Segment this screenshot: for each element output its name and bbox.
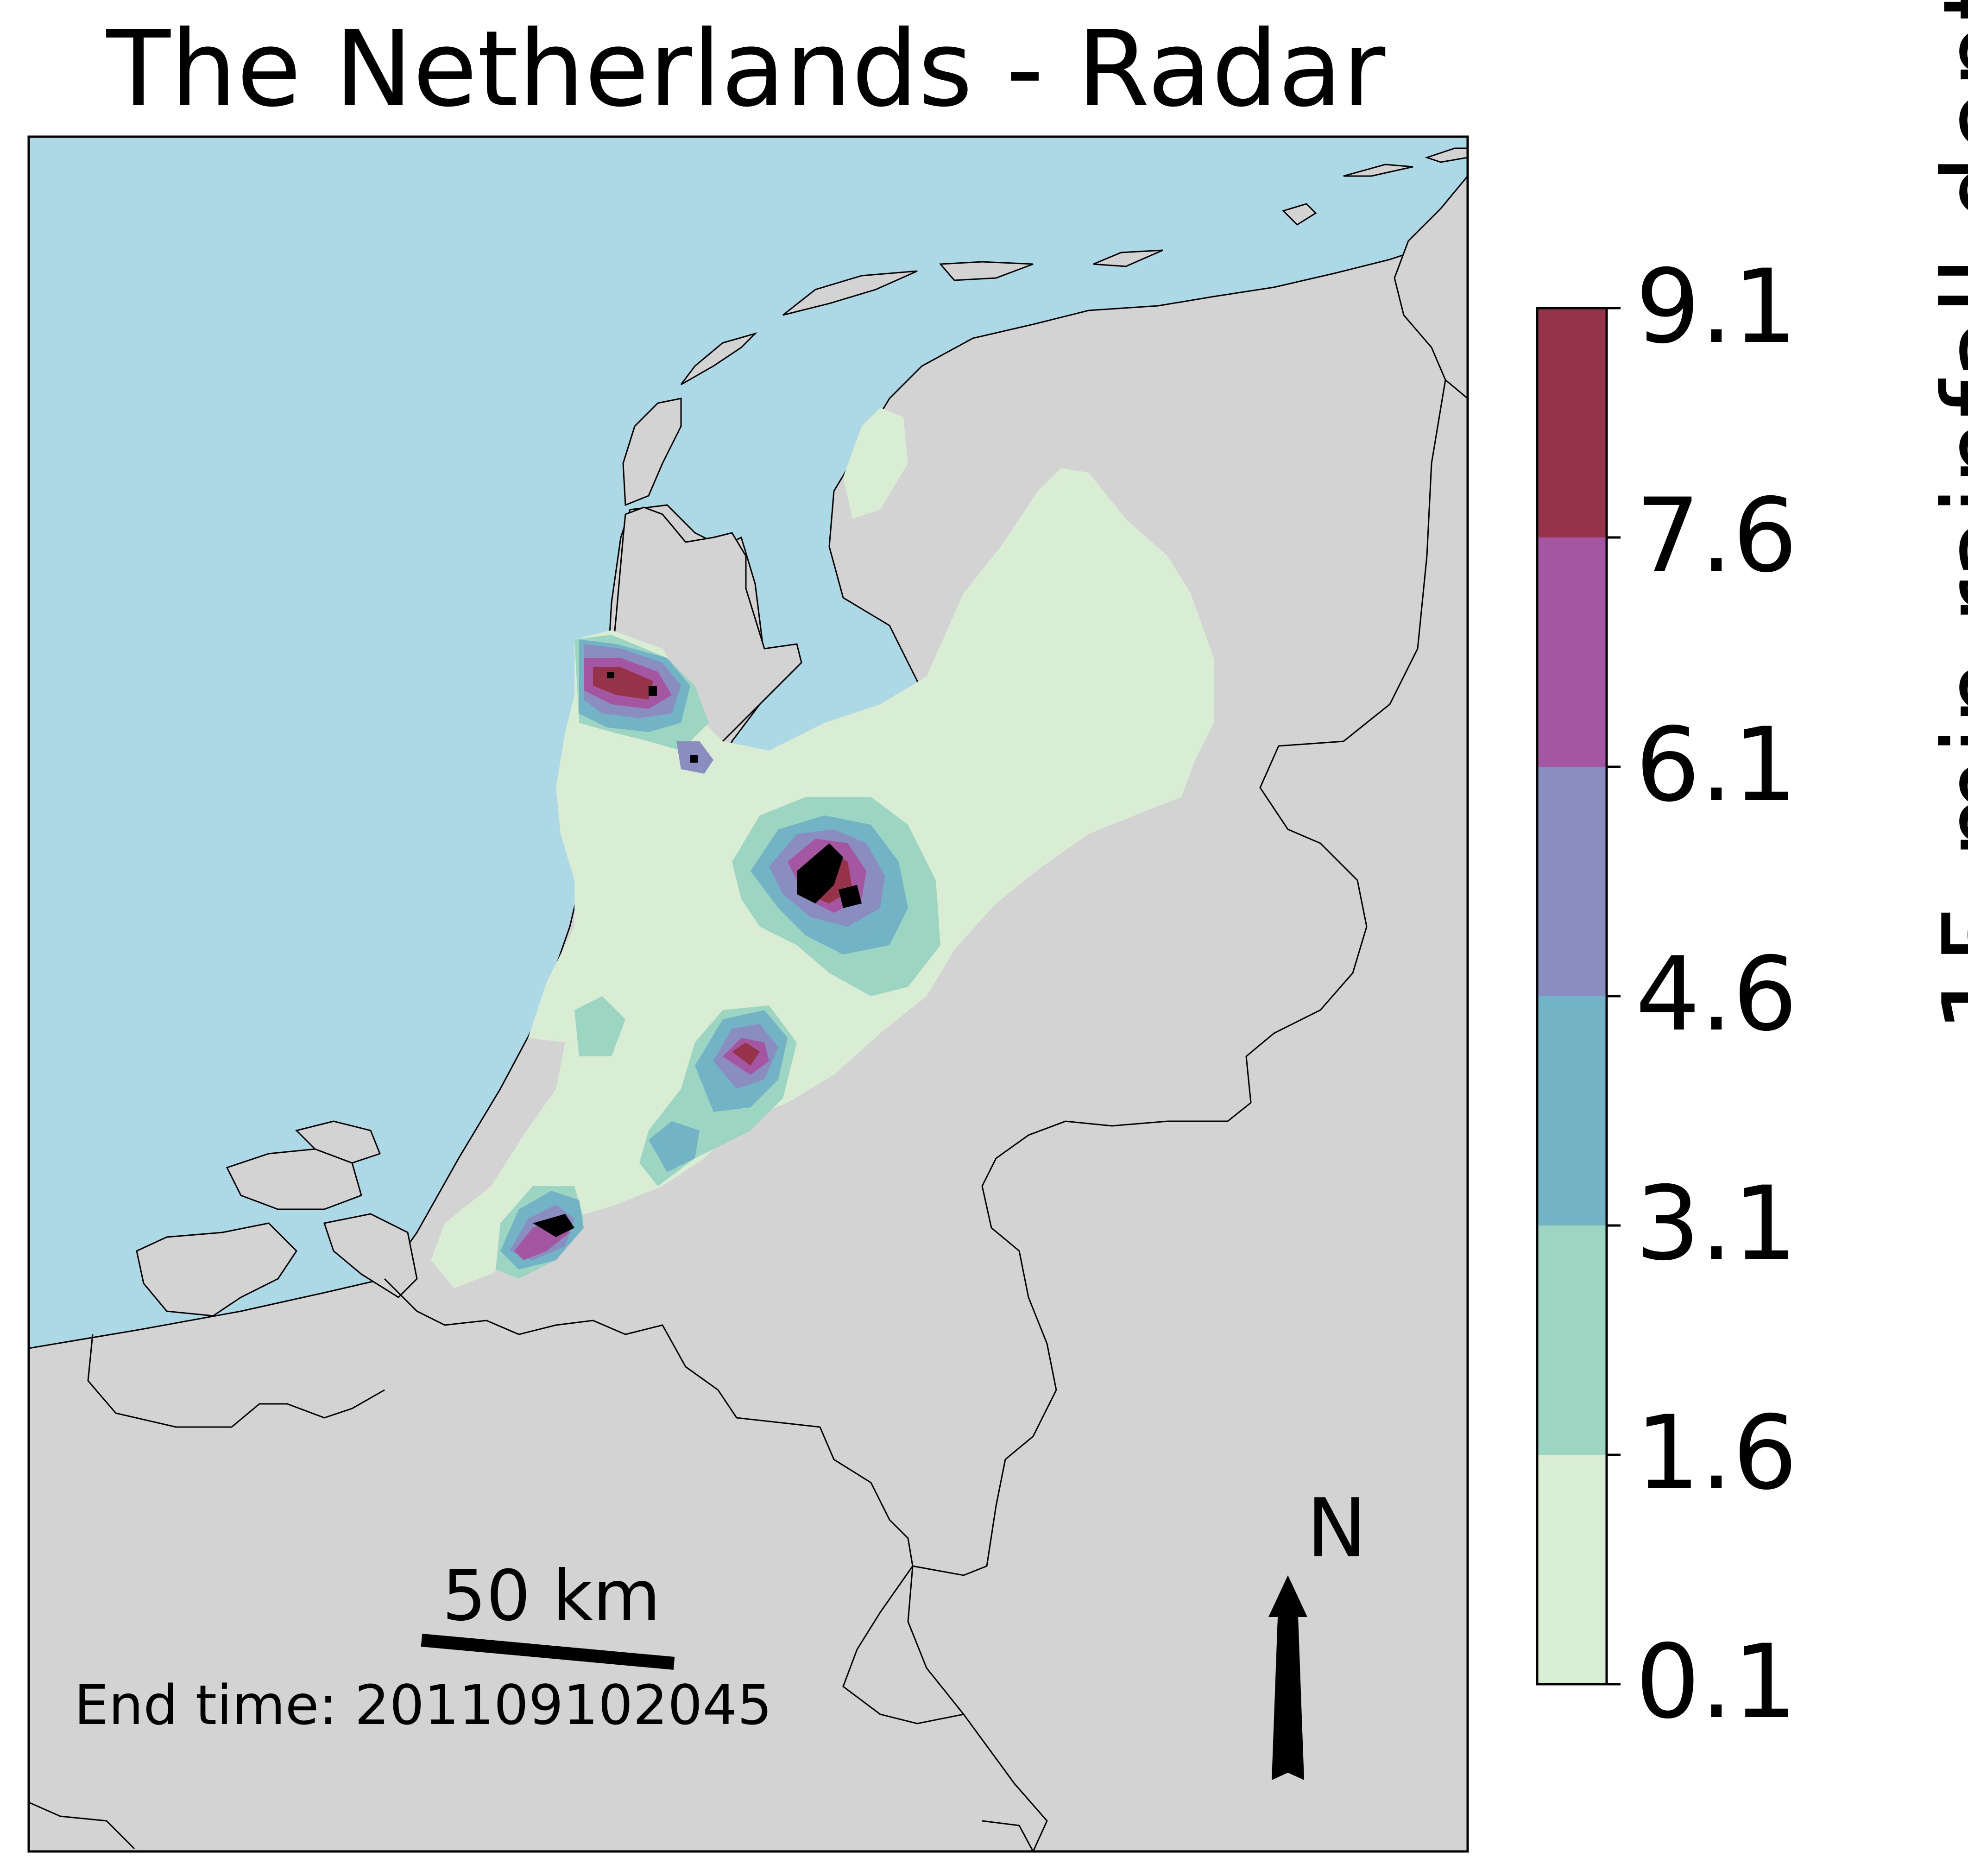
rain-cell-black-5 — [690, 755, 698, 763]
colorbar-tick-0: 0.1 — [1635, 1623, 1798, 1741]
rain-cell-black-1 — [797, 843, 843, 903]
wadden-island-juist — [1425, 147, 1468, 163]
end-time-label: End time: 201109102045 — [74, 1673, 772, 1737]
zeeland-island-4 — [323, 1213, 418, 1298]
rain-cell-black-6 — [533, 1214, 574, 1237]
rain-cell-black-2 — [839, 885, 862, 908]
colorbar-tick-5: 7.6 — [1635, 476, 1798, 595]
border-belgium-germany — [982, 1820, 1034, 1851]
colorbar-bin-5 — [1537, 308, 1607, 537]
colorbar-tick-1: 1.6 — [1635, 1394, 1798, 1512]
colorbar-bin-2 — [1537, 996, 1607, 1225]
scale-bar-label: 50 km — [442, 1556, 661, 1636]
rain-cell-red-3 — [732, 1042, 760, 1066]
rainfall-overlay — [431, 408, 1214, 1288]
colorbar-tick-3: 4.6 — [1635, 935, 1798, 1054]
border-belgium-france — [29, 1801, 135, 1850]
rain-cell-mid-5 — [574, 996, 625, 1056]
colorbar-bin-0 — [1537, 1455, 1607, 1684]
wadden-island-borkum — [1343, 164, 1413, 177]
border-netherlands-belgium — [384, 1278, 964, 1724]
wadden-island-texel — [622, 398, 682, 506]
north-arrow-icon — [1268, 1575, 1307, 1780]
border-netherlands-germany — [907, 379, 1446, 1851]
colorbar-tick-2: 3.1 — [1635, 1164, 1798, 1283]
scale-bar — [421, 1634, 675, 1670]
german-coast — [1394, 175, 1468, 399]
wadden-island-vlieland — [680, 332, 758, 385]
map-title: The Netherlands - Radar — [106, 8, 1386, 130]
border-belgium-interior — [87, 1334, 385, 1428]
rain-cell-blue-4 — [649, 1121, 700, 1172]
colorbar-frame — [1536, 307, 1608, 1686]
north-arrow-label: N — [1306, 1482, 1367, 1576]
rain-cell-black-3 — [649, 686, 657, 696]
zeeland-island-1 — [136, 1222, 297, 1317]
rain-field-light-north — [843, 408, 908, 519]
wadden-island-terschelling — [782, 270, 918, 316]
colorbar-tick-4: 6.1 — [1635, 706, 1798, 824]
wadden-island-ameland — [939, 261, 1034, 281]
colorbar-tick-6: 9.1 — [1635, 247, 1798, 366]
zeeland-island-3 — [295, 1120, 381, 1164]
wadden-island-rottumeroog — [1282, 203, 1317, 226]
rain-cell-black-4 — [607, 672, 614, 678]
zeeland-island-2 — [226, 1148, 362, 1210]
colorbar — [1537, 307, 1621, 1686]
map-frame — [27, 135, 1469, 1853]
colorbar-bin-1 — [1537, 1225, 1607, 1455]
colorbar-bin-3 — [1537, 767, 1607, 996]
colorbar-bin-4 — [1537, 537, 1607, 767]
colorbar-label: 15-min rainfall depth (mm) — [1921, 0, 1968, 1033]
wadden-island-schiermonnikoog — [1093, 249, 1163, 267]
